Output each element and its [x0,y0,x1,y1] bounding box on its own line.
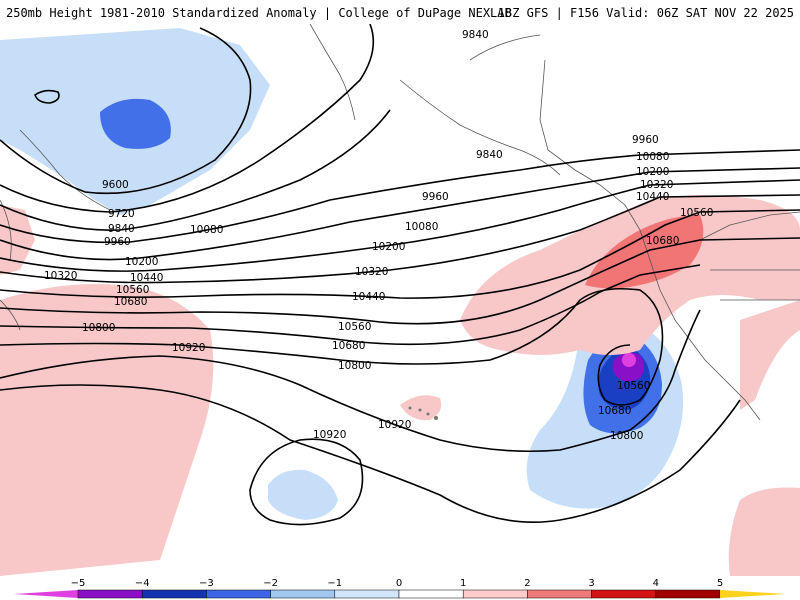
colorbar-swatch [206,589,271,599]
label-10320-mid: 10320 [355,266,388,278]
colorbar-tick-label: −2 [263,578,278,589]
label-10920-mid: 10920 [378,419,411,431]
colorbar-tick-label: 0 [396,578,402,589]
colorbar-tick-labels: −5 −4 −3 −2 −1 0 1 2 3 4 5 [71,578,724,589]
colorbar-swatch [141,589,207,599]
label-10920-south: 10920 [313,429,346,441]
label-10200-east: 10200 [636,166,669,178]
hawaii-islands [408,406,438,420]
colorbar-swatch [655,589,721,599]
label-10800-west: 10800 [82,322,115,334]
colorbar-tick-label: −4 [135,578,150,589]
label-10680-low: 10680 [598,405,631,417]
label-9960-west: 9960 [104,236,131,248]
label-10800-east: 10800 [610,430,643,442]
negative-anomaly-shading [0,28,684,520]
model-run-info: 18Z GFS | F156 Valid: 06Z SAT NOV 22 202… [497,6,794,20]
contour-labels: 9600 9720 9840 9840 9840 9960 9960 9960 … [44,29,713,442]
colorbar-tick-label: 2 [524,578,530,589]
colorbar-swatch [398,589,464,599]
label-9960-east: 9960 [632,134,659,146]
colorbar-swatch [591,589,657,599]
label-9840-north: 9840 [462,29,489,41]
label-10080-east: 10080 [636,151,669,163]
colorbar-tick-label: 1 [460,578,466,589]
colorbar-swatches [14,589,786,599]
label-10440-east: 10440 [636,191,669,203]
anomaly-colorbar: −5 −4 −3 −2 −1 0 1 2 3 4 5 [0,576,800,600]
colorbar-tick-label: −5 [71,578,86,589]
label-9840-west: 9840 [108,223,135,235]
coastlines [0,24,800,421]
positive-anomaly-shading [0,195,800,576]
label-9600: 9600 [102,179,129,191]
colorbar-swatch [77,589,143,599]
height-contours [0,24,800,526]
colorbar-tick-label: 5 [717,578,723,589]
colorbar-tick-label: 3 [588,578,594,589]
label-9960-mid: 9960 [422,191,449,203]
label-10200-mid: 10200 [372,241,405,253]
label-10440-mid: 10440 [352,291,385,303]
colorbar-swatch [527,589,592,599]
label-10680-east: 10680 [646,235,679,247]
label-10560-east: 10560 [680,207,713,219]
label-10680-mid: 10680 [332,340,365,352]
map-canvas: 9600 9720 9840 9840 9840 9960 9960 9960 … [0,24,800,576]
colorbar-swatch [270,589,336,599]
label-10200-west: 10200 [125,256,158,268]
label-10560-mid: 10560 [338,321,371,333]
label-9720: 9720 [108,208,135,220]
label-10440-west: 10440 [130,272,163,284]
label-10680-west: 10680 [114,296,147,308]
map-title: 250mb Height 1981-2010 Standardized Anom… [6,6,512,20]
colorbar-swatch [462,589,528,599]
label-10080-mid: 10080 [405,221,438,233]
colorbar-tick-label: 4 [653,578,659,589]
map-header: 250mb Height 1981-2010 Standardized Anom… [0,0,800,26]
label-10920-west: 10920 [172,342,205,354]
colorbar-tick-label: −3 [199,578,214,589]
colorbar-tick-label: −1 [327,578,342,589]
label-10080-west: 10080 [190,224,223,236]
label-9840-alaska: 9840 [476,149,503,161]
colorbar-swatch [334,589,400,599]
label-10320-west: 10320 [44,270,77,282]
label-10560-west: 10560 [116,284,149,296]
label-10320-east: 10320 [640,179,673,191]
label-10800-mid: 10800 [338,360,371,372]
colorbar-swatch-arrow-left [14,590,78,598]
label-10560-low: 10560 [617,380,650,392]
colorbar-swatch-arrow-right [720,590,786,598]
